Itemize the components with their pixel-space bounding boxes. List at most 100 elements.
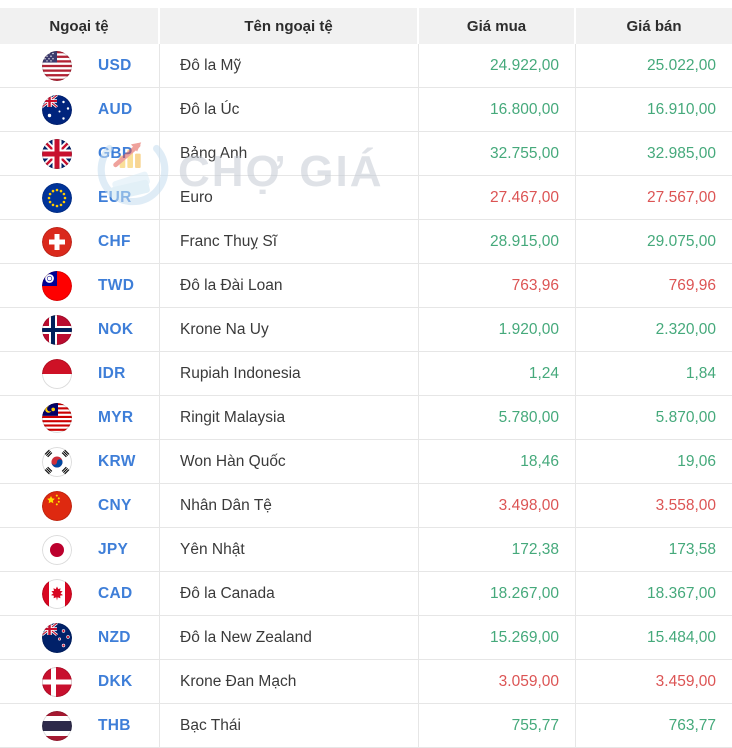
currency-cell: EUR	[0, 176, 160, 219]
currency-cell: THB	[0, 704, 160, 747]
currency-cell: USD	[0, 44, 160, 87]
flag-myr-icon	[42, 402, 72, 433]
table-row[interactable]: KRW Won Hàn Quốc 18,46 19,06	[0, 440, 732, 484]
currency-code-link[interactable]: IDR	[98, 364, 126, 382]
table-row[interactable]: AUD Đô la Úc 16.800,00 16.910,00	[0, 88, 732, 132]
currency-code-link[interactable]: GBP	[98, 144, 133, 162]
buy-price: 3.059,00	[419, 660, 576, 703]
column-header-sell-price: Giá bán	[576, 8, 732, 44]
column-header-buy-price: Giá mua	[419, 8, 576, 44]
currency-name: Franc Thuỵ Sĩ	[160, 220, 419, 263]
buy-price: 16.800,00	[419, 88, 576, 131]
buy-price: 5.780,00	[419, 396, 576, 439]
flag-krw-icon	[42, 446, 72, 477]
currency-cell: NZD	[0, 616, 160, 659]
table-row[interactable]: IDR Rupiah Indonesia 1,24 1,84	[0, 352, 732, 396]
currency-code-link[interactable]: THB	[98, 716, 131, 734]
sell-price: 173,58	[668, 540, 716, 558]
currency-code-link[interactable]: JPY	[98, 540, 129, 558]
sell-price: 19,06	[677, 452, 716, 470]
sell-price: 3.558,00	[655, 496, 716, 514]
flag-chf-icon	[42, 226, 72, 257]
currency-code-link[interactable]: MYR	[98, 408, 134, 426]
currency-name: Rupiah Indonesia	[160, 352, 419, 395]
currency-name: Đô la Canada	[160, 572, 419, 615]
currency-cell: KRW	[0, 440, 160, 483]
currency-name: Đô la Mỹ	[160, 44, 419, 87]
currency-code-link[interactable]: NOK	[98, 320, 134, 338]
flag-dkk-icon	[42, 666, 72, 697]
buy-price: 755,77	[419, 704, 576, 747]
flag-gbp-icon	[42, 138, 72, 169]
table-row[interactable]: NOK Krone Na Uy 1.920,00 2.320,00	[0, 308, 732, 352]
column-header-currency: Ngoại tệ	[0, 8, 160, 44]
currency-code-link[interactable]: KRW	[98, 452, 136, 470]
currency-name: Đô la Úc	[160, 88, 419, 131]
table-row[interactable]: CAD Đô la Canada 18.267,00 18.367,00	[0, 572, 732, 616]
buy-price: 1,24	[419, 352, 576, 395]
currency-code-link[interactable]: AUD	[98, 100, 133, 118]
buy-price: 172,38	[419, 528, 576, 571]
table-row[interactable]: CNY Nhân Dân Tệ 3.498,00 3.558,00	[0, 484, 732, 528]
sell-price: 769,96	[668, 276, 716, 294]
table-row[interactable]: GBP Bảng Anh 32.755,00 32.985,00	[0, 132, 732, 176]
currency-cell: DKK	[0, 660, 160, 703]
currency-code-link[interactable]: CNY	[98, 496, 132, 514]
buy-price: 3.498,00	[419, 484, 576, 527]
currency-cell: JPY	[0, 528, 160, 571]
currency-cell: CAD	[0, 572, 160, 615]
currency-name: Yên Nhật	[160, 528, 419, 571]
currency-name: Bảng Anh	[160, 132, 419, 175]
table-row[interactable]: MYR Ringit Malaysia 5.780,00 5.870,00	[0, 396, 732, 440]
currency-code-link[interactable]: EUR	[98, 188, 132, 206]
flag-thb-icon	[42, 710, 72, 741]
currency-code-link[interactable]: CHF	[98, 232, 131, 250]
sell-price: 3.459,00	[655, 672, 716, 690]
currency-code-link[interactable]: CAD	[98, 584, 133, 602]
currency-name: Euro	[160, 176, 419, 219]
buy-price: 1.920,00	[419, 308, 576, 351]
sell-price: 18.367,00	[647, 584, 716, 602]
table-row[interactable]: CHF Franc Thuỵ Sĩ 28.915,00 29.075,00	[0, 220, 732, 264]
sell-price: 5.870,00	[655, 408, 716, 426]
flag-nok-icon	[42, 314, 72, 345]
buy-price: 15.269,00	[419, 616, 576, 659]
currency-name: Bạc Thái	[160, 704, 419, 747]
sell-price: 25.022,00	[647, 56, 716, 74]
currency-code-link[interactable]: TWD	[98, 276, 135, 294]
currency-code-link[interactable]: USD	[98, 56, 132, 74]
table-row[interactable]: USD Đô la Mỹ 24.922,00 25.022,00	[0, 44, 732, 88]
currency-name: Won Hàn Quốc	[160, 440, 419, 483]
flag-usd-icon	[42, 50, 72, 81]
currency-cell: CHF	[0, 220, 160, 263]
table-row[interactable]: DKK Krone Đan Mạch 3.059,00 3.459,00	[0, 660, 732, 704]
table-row[interactable]: NZD Đô la New Zealand 15.269,00 15.484,0…	[0, 616, 732, 660]
currency-cell: CNY	[0, 484, 160, 527]
sell-price: 29.075,00	[647, 232, 716, 250]
currency-code-link[interactable]: DKK	[98, 672, 133, 690]
currency-name: Krone Na Uy	[160, 308, 419, 351]
currency-name: Ringit Malaysia	[160, 396, 419, 439]
column-header-currency-name: Tên ngoại tệ	[160, 8, 419, 44]
currency-cell: AUD	[0, 88, 160, 131]
sell-price: 763,77	[668, 716, 716, 734]
table-row[interactable]: TWD Đô la Đài Loan 763,96 769,96	[0, 264, 732, 308]
table-body: USD Đô la Mỹ 24.922,00 25.022,00 AUD Đô …	[0, 44, 732, 748]
currency-cell: MYR	[0, 396, 160, 439]
table-header-row: Ngoại tệ Tên ngoại tệ Giá mua Giá bán	[0, 8, 732, 44]
buy-price: 28.915,00	[419, 220, 576, 263]
sell-price: 1,84	[685, 364, 716, 382]
currency-name: Đô la New Zealand	[160, 616, 419, 659]
table-row[interactable]: THB Bạc Thái 755,77 763,77	[0, 704, 732, 748]
currency-name: Krone Đan Mạch	[160, 660, 419, 703]
buy-price: 763,96	[419, 264, 576, 307]
currency-code-link[interactable]: NZD	[98, 628, 131, 646]
flag-cad-icon	[42, 578, 72, 609]
buy-price: 18.267,00	[419, 572, 576, 615]
table-row[interactable]: JPY Yên Nhật 172,38 173,58	[0, 528, 732, 572]
exchange-rate-table: Ngoại tệ Tên ngoại tệ Giá mua Giá bán US…	[0, 8, 732, 748]
currency-name: Đô la Đài Loan	[160, 264, 419, 307]
flag-cny-icon	[42, 490, 72, 521]
buy-price: 18,46	[419, 440, 576, 483]
table-row[interactable]: EUR Euro 27.467,00 27.567,00	[0, 176, 732, 220]
